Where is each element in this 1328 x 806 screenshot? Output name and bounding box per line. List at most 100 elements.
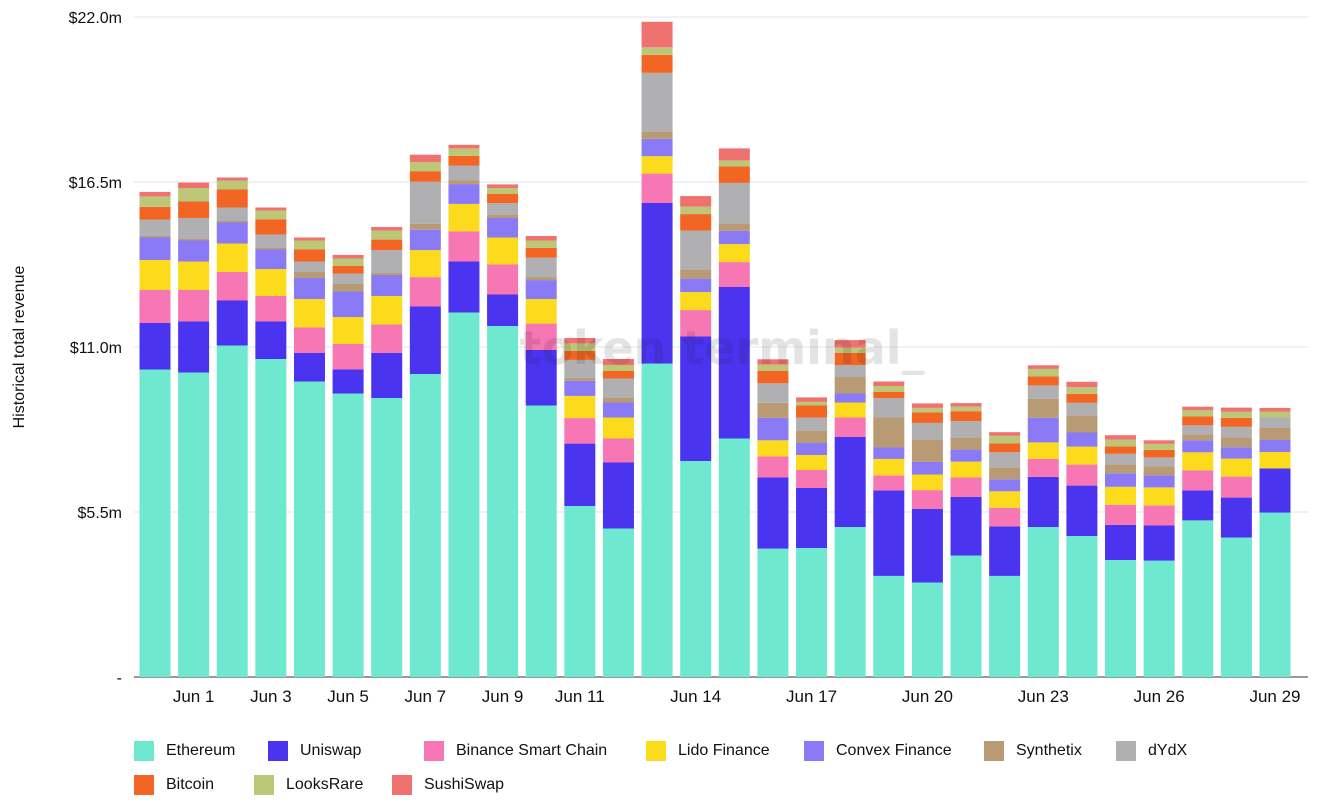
bar-segment-ethereum[interactable] <box>757 548 789 677</box>
bar-segment-convex-finance[interactable] <box>293 278 325 299</box>
bar-segment-uniswap[interactable] <box>989 526 1021 576</box>
bar-segment-looksrare[interactable] <box>178 188 210 202</box>
bar-segment-looksrare[interactable] <box>680 206 712 215</box>
bar-segment-uniswap[interactable] <box>1066 485 1098 536</box>
bar-segment-looksrare[interactable] <box>1027 368 1059 377</box>
bar-segment-bitcoin[interactable] <box>989 443 1021 453</box>
bar-segment-convex-finance[interactable] <box>1066 432 1098 447</box>
bar-segment-convex-finance[interactable] <box>255 249 287 270</box>
bar-segment-sushiswap[interactable] <box>1143 440 1175 444</box>
bar-segment-ethereum[interactable] <box>1027 527 1059 677</box>
bar-segment-looksrare[interactable] <box>641 47 673 55</box>
bar-segment-ethereum[interactable] <box>834 527 866 677</box>
bar-segment-ethereum[interactable] <box>1220 537 1252 678</box>
bar-segment-ethereum[interactable] <box>448 312 480 678</box>
bar-segment-uniswap[interactable] <box>718 287 750 439</box>
bar-segment-convex-finance[interactable] <box>371 275 403 296</box>
bar-segment-bitcoin[interactable] <box>448 155 480 166</box>
bar-segment-convex-finance[interactable] <box>834 393 866 403</box>
legend-item[interactable]: Bitcoin <box>134 774 254 796</box>
bar-segment-binance-smart-chain[interactable] <box>1066 464 1098 486</box>
bar-segment-lido-finance[interactable] <box>178 261 210 291</box>
bar-segment-uniswap[interactable] <box>641 203 673 364</box>
bar-segment-lido-finance[interactable] <box>448 203 480 232</box>
bar-segment-convex-finance[interactable] <box>525 280 557 299</box>
bar-segment-lido-finance[interactable] <box>718 244 750 263</box>
bar-segment-sushiswap[interactable] <box>1220 407 1252 412</box>
bar-segment-convex-finance[interactable] <box>757 417 789 441</box>
bar-segment-looksrare[interactable] <box>564 343 596 351</box>
bar-segment-looksrare[interactable] <box>796 401 828 406</box>
bar-segment-binance-smart-chain[interactable] <box>911 490 943 509</box>
bar-segment-dydx[interactable] <box>487 203 519 215</box>
bar-segment-ethereum[interactable] <box>139 369 171 678</box>
bar-segment-dydx[interactable] <box>718 182 750 224</box>
bar-segment-looksrare[interactable] <box>371 230 403 240</box>
bar-segment-sushiswap[interactable] <box>409 154 441 163</box>
bar-segment-uniswap[interactable] <box>448 261 480 313</box>
bar-segment-binance-smart-chain[interactable] <box>989 507 1021 527</box>
bar-segment-sushiswap[interactable] <box>834 340 866 348</box>
bar-segment-sushiswap[interactable] <box>1182 406 1214 411</box>
bar-segment-lido-finance[interactable] <box>564 395 596 419</box>
bar-segment-looksrare[interactable] <box>255 210 287 220</box>
bar-segment-synthetix[interactable] <box>911 439 943 462</box>
bar-segment-sushiswap[interactable] <box>718 148 750 161</box>
bar-segment-binance-smart-chain[interactable] <box>1027 458 1059 477</box>
bar-segment-binance-smart-chain[interactable] <box>1105 504 1137 525</box>
bar-segment-convex-finance[interactable] <box>1027 417 1059 443</box>
bar-segment-looksrare[interactable] <box>487 188 519 194</box>
bar-segment-binance-smart-chain[interactable] <box>1182 470 1214 491</box>
legend-item[interactable]: Lido Finance <box>646 740 804 762</box>
bar-segment-sushiswap[interactable] <box>564 338 596 344</box>
bar-segment-sushiswap[interactable] <box>1066 381 1098 388</box>
bar-segment-bitcoin[interactable] <box>1182 416 1214 426</box>
bar-segment-convex-finance[interactable] <box>409 229 441 251</box>
bar-segment-bitcoin[interactable] <box>1066 393 1098 403</box>
bar-segment-sushiswap[interactable] <box>1027 365 1059 369</box>
bar-segment-sushiswap[interactable] <box>796 397 828 402</box>
bar-segment-uniswap[interactable] <box>293 353 325 382</box>
bar-segment-convex-finance[interactable] <box>641 138 673 157</box>
bar-segment-synthetix[interactable] <box>448 180 480 185</box>
bar-segment-synthetix[interactable] <box>718 223 750 231</box>
bar-segment-looksrare[interactable] <box>602 365 634 371</box>
bar-segment-convex-finance[interactable] <box>873 447 905 459</box>
bar-segment-bitcoin[interactable] <box>1220 417 1252 427</box>
bar-segment-uniswap[interactable] <box>332 369 364 394</box>
bar-segment-sushiswap[interactable] <box>680 196 712 207</box>
bar-segment-uniswap[interactable] <box>564 443 596 506</box>
bar-segment-synthetix[interactable] <box>1066 415 1098 433</box>
bar-segment-sushiswap[interactable] <box>911 403 943 408</box>
bar-segment-bitcoin[interactable] <box>332 266 364 274</box>
bar-segment-synthetix[interactable] <box>1105 464 1137 474</box>
bar-segment-binance-smart-chain[interactable] <box>448 231 480 262</box>
bar-segment-looksrare[interactable] <box>1066 387 1098 394</box>
bar-segment-uniswap[interactable] <box>1182 490 1214 521</box>
bar-segment-convex-finance[interactable] <box>1220 447 1252 459</box>
bar-segment-bitcoin[interactable] <box>255 219 287 235</box>
bar-segment-lido-finance[interactable] <box>796 455 828 470</box>
bar-segment-looksrare[interactable] <box>448 148 480 156</box>
bar-segment-binance-smart-chain[interactable] <box>332 344 364 370</box>
bar-segment-lido-finance[interactable] <box>602 417 634 439</box>
bar-segment-looksrare[interactable] <box>332 258 364 267</box>
bar-segment-ethereum[interactable] <box>487 326 519 677</box>
bar-segment-bitcoin[interactable] <box>1105 446 1137 454</box>
bar-segment-sushiswap[interactable] <box>950 403 982 407</box>
bar-segment-dydx[interactable] <box>1105 453 1137 465</box>
bar-segment-lido-finance[interactable] <box>371 296 403 325</box>
bar-segment-ethereum[interactable] <box>371 398 403 677</box>
bar-segment-binance-smart-chain[interactable] <box>1220 476 1252 498</box>
bar-segment-bitcoin[interactable] <box>178 201 210 219</box>
bar-segment-ethereum[interactable] <box>525 405 557 678</box>
bar-segment-uniswap[interactable] <box>178 321 210 373</box>
bar-segment-convex-finance[interactable] <box>796 443 828 455</box>
bar-segment-bitcoin[interactable] <box>680 214 712 231</box>
bar-segment-dydx[interactable] <box>1220 426 1252 438</box>
bar-segment-convex-finance[interactable] <box>1143 475 1175 488</box>
bar-segment-bitcoin[interactable] <box>1027 376 1059 386</box>
bar-segment-uniswap[interactable] <box>255 321 287 360</box>
bar-segment-lido-finance[interactable] <box>139 260 171 290</box>
bar-segment-bitcoin[interactable] <box>718 166 750 183</box>
